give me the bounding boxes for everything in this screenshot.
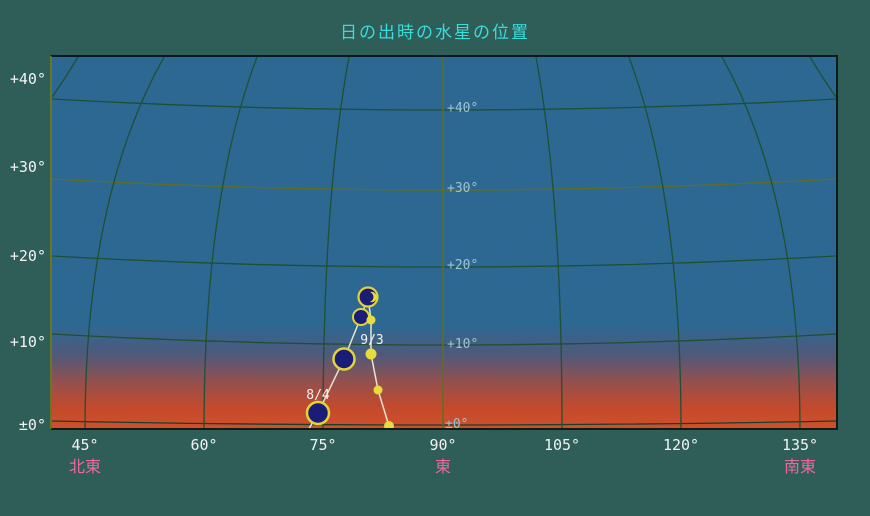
sky-grid-svg (52, 57, 836, 430)
altitude-line-40 (52, 98, 836, 111)
date-label-sep3: 9/3 (360, 333, 384, 348)
y-axis-label-20: +20° (9, 247, 46, 265)
direction-label-northeast: 北東 (68, 457, 101, 476)
date-label-aug4: 8/4 (306, 388, 330, 403)
x-axis-tick-60: 60° (190, 436, 218, 454)
inner-grid-label-30: +30° (447, 181, 479, 196)
altitude-line-30 (52, 178, 836, 191)
inner-grid-label-10: +10° (447, 337, 479, 352)
horizon-line (52, 420, 836, 426)
mercury-marker-dot (384, 421, 394, 430)
x-axis-tick-45: 45° (71, 436, 99, 454)
x-axis-tick-120: 120° (662, 436, 700, 454)
y-axis-label-40: +40° (9, 70, 46, 88)
altitude-line-10 (52, 333, 836, 346)
x-axis-tick-75: 75° (309, 436, 337, 454)
mercury-path (307, 296, 394, 430)
crescent-shadow (363, 291, 374, 303)
meridian-75 (322, 57, 350, 430)
y-axis-label-10: +10° (9, 333, 46, 351)
mercury-marker-disc (332, 347, 356, 371)
y-axis-label-0: ±0° (18, 416, 46, 434)
altitude-line-20 (52, 255, 836, 268)
chart-title: 日の出時の水星の位置 (340, 23, 530, 43)
meridian-30 (52, 57, 79, 98)
inner-grid-label-0: ±0° (445, 417, 469, 432)
mercury-marker-aug4-disc (305, 400, 331, 426)
azimuth-meridians (52, 57, 836, 430)
meridian-105 (535, 57, 563, 430)
mercury-marker-disc-small (352, 308, 370, 326)
mercury-marker-sep3-dot (365, 348, 377, 360)
x-axis-tick-90: 90° (429, 436, 457, 454)
x-axis-tick-105: 105° (543, 436, 581, 454)
y-axis-label-30: +30° (9, 158, 46, 176)
meridian-45 (84, 57, 165, 430)
sky-plot-area (52, 57, 836, 430)
x-axis-tick-135: 135° (781, 436, 819, 454)
mercury-marker-crescent-phase (357, 286, 379, 308)
inner-grid-label-20: +20° (447, 258, 479, 273)
meridian-120 (628, 57, 682, 430)
meridian-135 (721, 57, 801, 430)
meridian-60 (203, 57, 258, 430)
direction-label-southeast: 南東 (783, 457, 816, 476)
inner-grid-label-40: +40° (447, 101, 479, 116)
mercury-marker-dot (366, 315, 376, 325)
direction-label-east: 東 (434, 457, 451, 476)
meridian-150 (809, 57, 836, 98)
mercury-marker-dot (373, 385, 383, 395)
mercury-markers (305, 286, 394, 430)
altitude-gridlines (52, 98, 836, 426)
